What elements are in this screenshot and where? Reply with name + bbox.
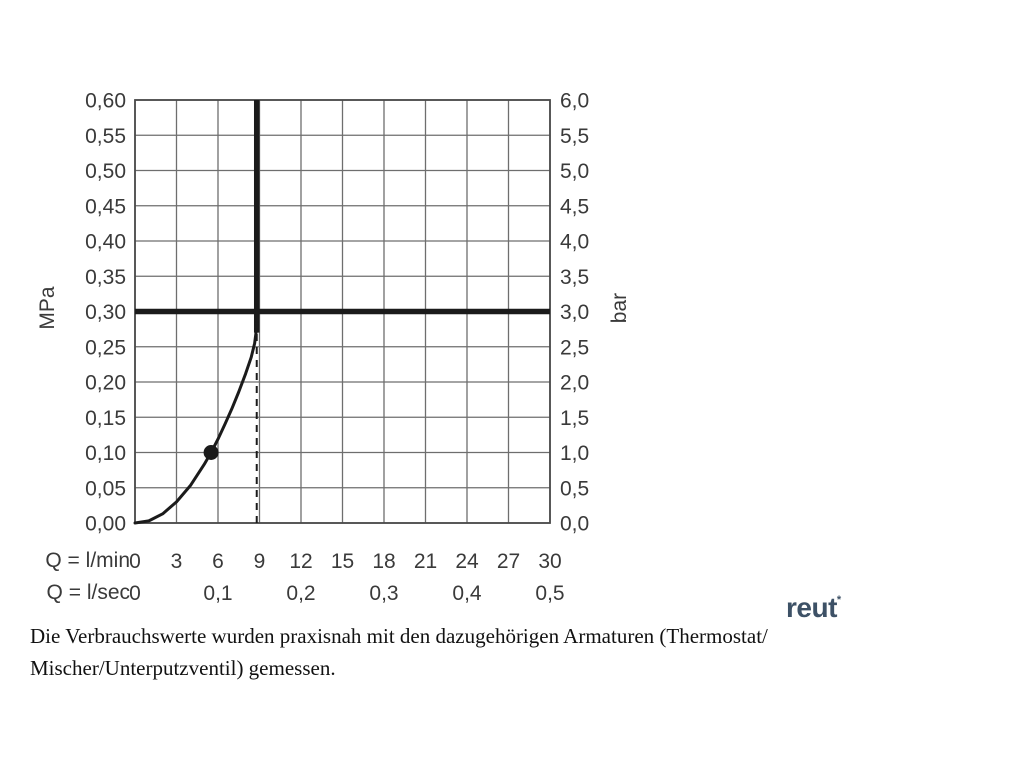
flow-curve: [133, 310, 259, 525]
brand-logo: reut*: [786, 592, 841, 624]
marker-point: [203, 445, 219, 460]
y-left-tick-label: 0,20: [85, 372, 126, 395]
y-right-tick-label: 0,5: [560, 477, 589, 500]
y-left-tick-label: 0,15: [85, 407, 126, 430]
y-left-tick-label: 0,25: [85, 336, 126, 359]
y-right-tick-label: 1,0: [560, 442, 589, 465]
x-lmin-tick-label: 15: [331, 550, 354, 573]
x-lsec-tick-label: 0,1: [203, 582, 232, 605]
x-lmin-tick-label: 27: [497, 550, 520, 573]
x-axis-lmin-row-label: Q = l/min: [45, 549, 130, 572]
y-right-tick-label: 5,0: [560, 160, 589, 183]
y-right-tick-label: 4,0: [560, 231, 589, 254]
x-lmin-tick-label: 24: [455, 550, 479, 573]
y-left-tick-label: 0,45: [85, 195, 126, 218]
y-axis-right-unit-label: bar: [608, 292, 631, 324]
y-right-tick-label: 4,5: [560, 195, 589, 218]
y-left-tick-label: 0,10: [85, 442, 126, 465]
x-lmin-tick-label: 30: [538, 550, 561, 573]
y-left-tick-label: 0,40: [85, 231, 126, 254]
caption-line-1: Die Verbrauchswerte wurden praxisnah mit…: [30, 624, 768, 648]
y-right-tick-label: 3,0: [560, 301, 589, 324]
y-left-tick-label: 0,00: [85, 513, 126, 536]
y-right-tick-label: 0,0: [560, 513, 589, 536]
x-lsec-tick-label: 0,4: [452, 582, 482, 605]
x-lsec-tick-label: 0: [129, 582, 141, 605]
x-axis-lsec-row-label: Q = l/sec: [46, 581, 130, 604]
x-lsec-tick-label: 0,2: [286, 582, 315, 605]
x-lmin-tick-label: 21: [414, 550, 437, 573]
y-left-tick-label: 0,50: [85, 160, 126, 183]
y-right-tick-label: 6,0: [560, 90, 589, 113]
caption-line-2: Mischer/Unterputzventil) gemessen.: [30, 656, 336, 680]
x-lmin-tick-label: 3: [171, 550, 183, 573]
y-right-tick-label: 1,5: [560, 407, 589, 430]
brand-logo-text: reut: [786, 592, 837, 623]
x-lsec-tick-label: 0,3: [369, 582, 398, 605]
x-lmin-tick-label: 0: [129, 550, 141, 573]
x-lmin-tick-label: 12: [289, 550, 312, 573]
x-lmin-tick-label: 18: [372, 550, 395, 573]
y-right-tick-label: 3,5: [560, 266, 589, 289]
y-right-tick-label: 2,5: [560, 336, 589, 359]
y-right-tick-label: 2,0: [560, 372, 589, 395]
y-left-tick-label: 0,05: [85, 477, 126, 500]
y-left-tick-label: 0,30: [85, 301, 126, 324]
x-lsec-tick-label: 0,5: [535, 582, 564, 605]
brand-logo-mark: *: [836, 594, 842, 606]
y-left-tick-label: 0,35: [85, 266, 126, 289]
y-left-tick-label: 0,60: [85, 90, 126, 113]
y-left-tick-label: 0,55: [85, 125, 126, 148]
y-right-tick-label: 5,5: [560, 125, 589, 148]
x-lmin-tick-label: 9: [254, 550, 266, 573]
y-axis-left-unit-label: MPa: [36, 286, 59, 330]
x-lmin-tick-label: 6: [212, 550, 224, 573]
